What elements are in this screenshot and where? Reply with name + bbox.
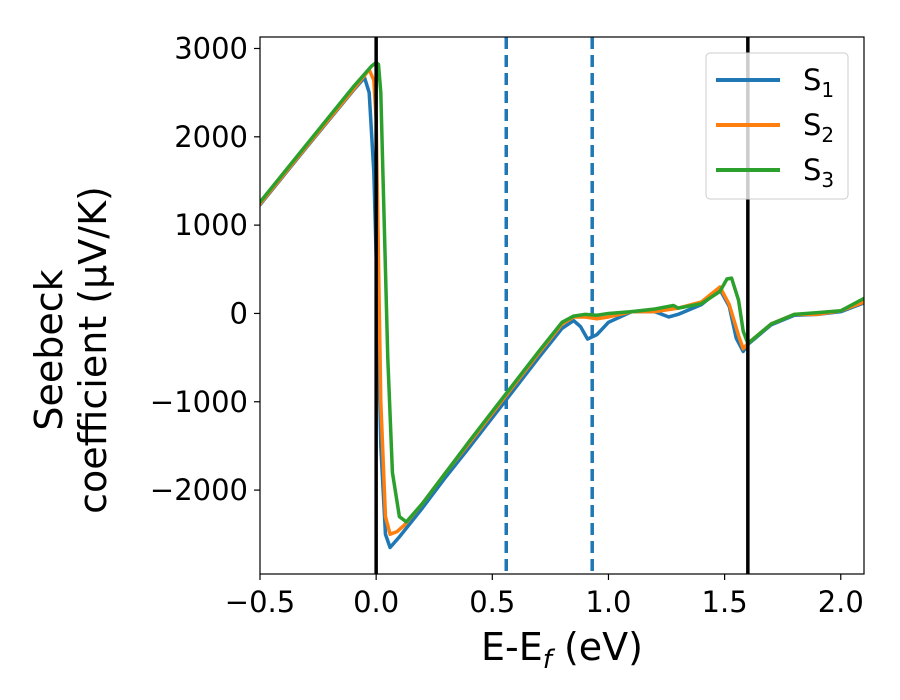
y-tick-label: 2000	[174, 120, 248, 154]
y-tick-label: 3000	[174, 31, 248, 65]
y-axis-title-line2: coefficient (μV/K)	[71, 186, 115, 514]
x-tick-label: −0.5	[225, 585, 295, 619]
legend-label-s3: S3	[803, 153, 834, 192]
y-tick-label: −1000	[150, 385, 248, 419]
x-tick-label: 1.5	[702, 585, 748, 619]
x-tick-label: 2.0	[818, 585, 864, 619]
x-axis-title: E-Ef (eV)	[481, 625, 643, 675]
x-tick-label: 0.0	[353, 585, 399, 619]
y-axis-title-line1: Seebeck	[27, 269, 71, 430]
series-line-s3	[260, 60, 864, 524]
y-tick-label: 0	[230, 296, 248, 330]
x-tick-label: 0.5	[469, 585, 515, 619]
plot-frame	[259, 36, 865, 575]
y-axis-title: Seebeck coefficient (μV/K)	[27, 186, 115, 514]
x-tick-label: 1.0	[585, 585, 631, 619]
y-tick-label: −2000	[150, 473, 248, 507]
reference-lines	[504, 37, 594, 574]
axis-ticks: −0.5 0.0 0.5 1.0 1.5 2.0 3000 2000 1000 0 −1000 −20…	[150, 31, 864, 619]
y-tick-label: 1000	[174, 208, 248, 242]
